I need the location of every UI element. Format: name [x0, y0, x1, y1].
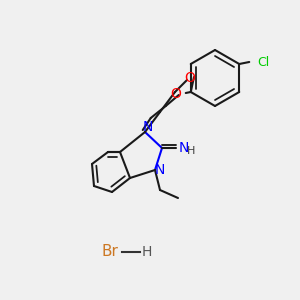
Text: Cl: Cl: [257, 56, 269, 68]
Text: H: H: [187, 146, 195, 156]
Text: N: N: [179, 141, 189, 155]
Text: O: O: [184, 71, 195, 85]
Text: N: N: [143, 120, 153, 134]
Text: Br: Br: [102, 244, 118, 260]
Text: N: N: [155, 163, 165, 177]
Text: O: O: [170, 87, 181, 101]
Text: H: H: [142, 245, 152, 259]
